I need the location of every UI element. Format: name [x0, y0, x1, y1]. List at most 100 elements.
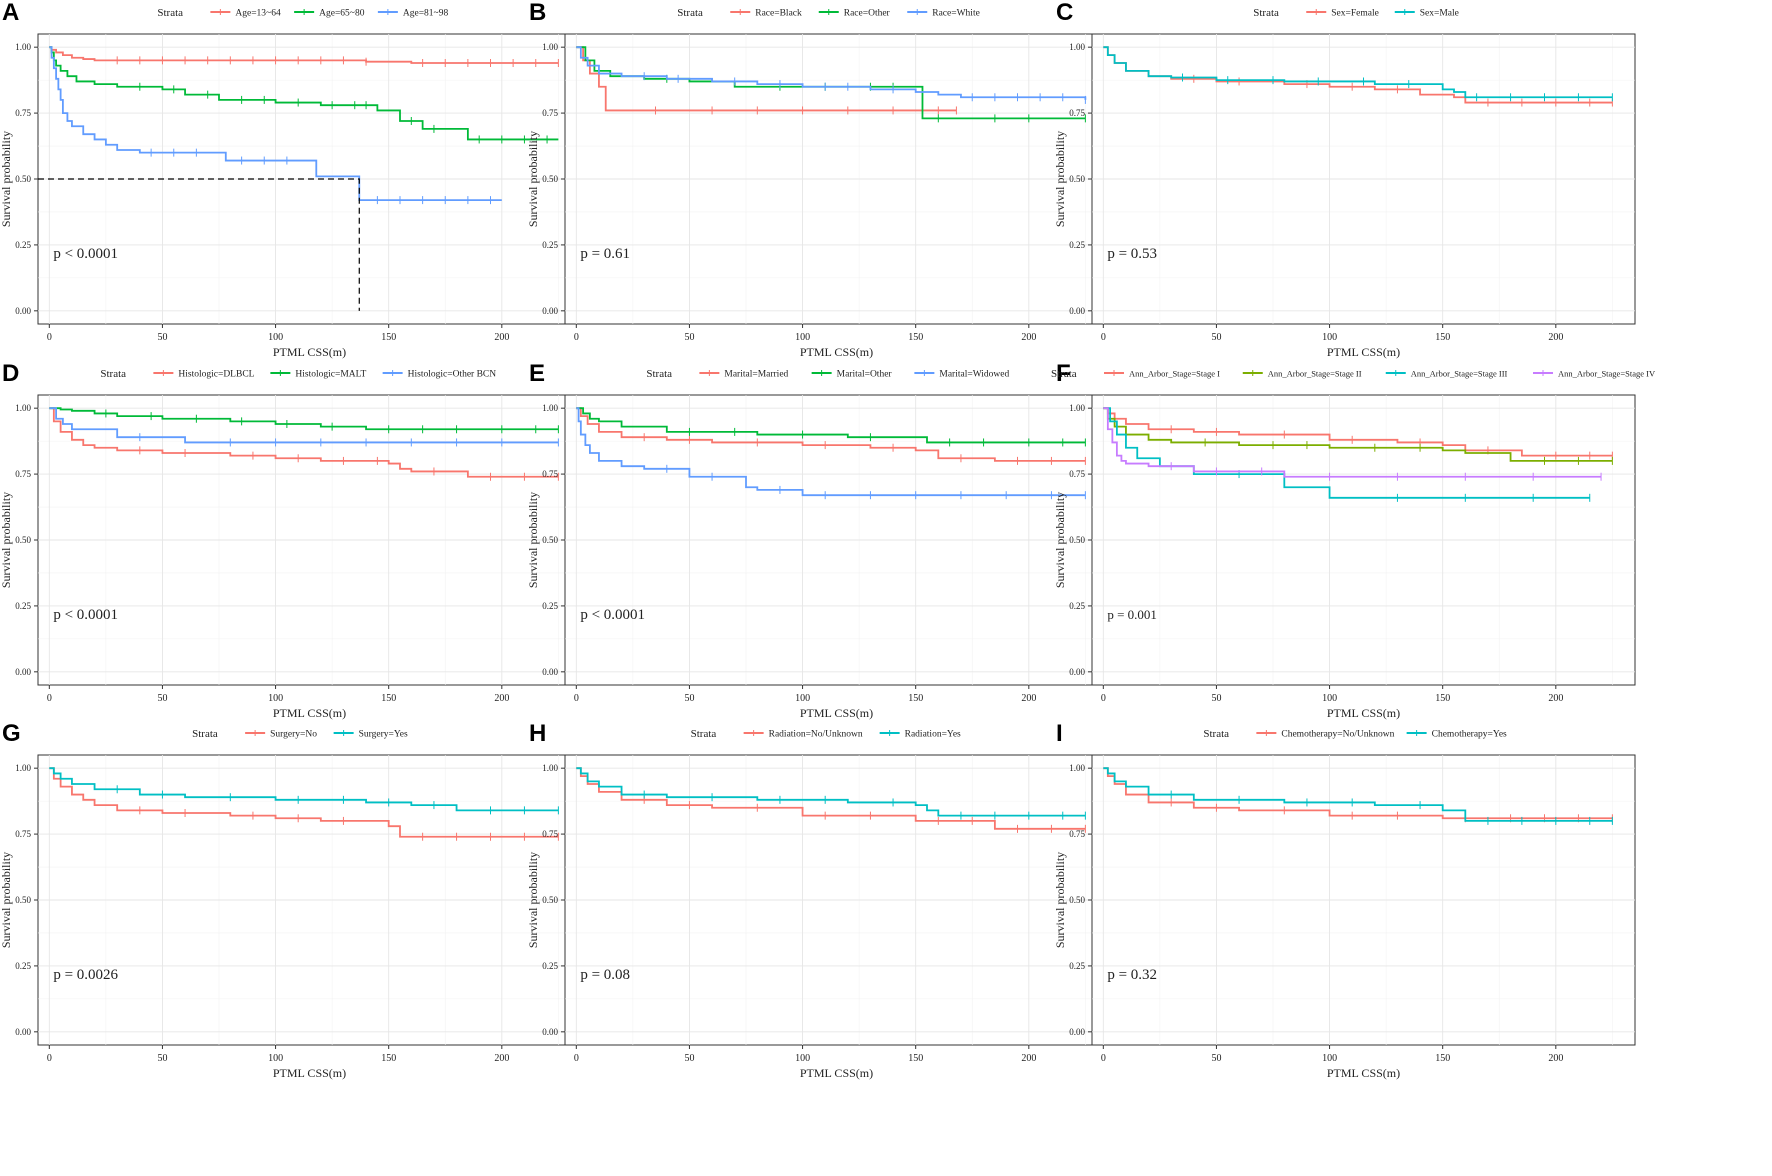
x-tick-label: 100	[795, 1053, 810, 1064]
y-tick-label: 0.75	[15, 829, 31, 839]
legend-label: Chemotherapy=No/Unknown	[1281, 730, 1394, 740]
x-tick-label: 50	[157, 693, 167, 704]
series-surgery-no	[49, 767, 559, 841]
legend-label: Surgery=No	[270, 730, 317, 740]
y-tick-label: 0.00	[1069, 1027, 1085, 1037]
x-tick-label: 100	[795, 693, 810, 704]
legend: Strata Ann_Arbor_Stage=Stage I Ann_Arbor_S…	[1051, 368, 1656, 380]
x-axis-title: PTML CSS(m)	[273, 1066, 346, 1080]
y-tick-label: 0.25	[15, 961, 31, 971]
y-tick-label: 1.00	[542, 763, 558, 773]
legend-label: Histologic=MALT	[295, 370, 366, 380]
survival-curve	[49, 46, 559, 64]
x-tick-label: 0	[574, 693, 579, 704]
x-tick-label: 200	[1548, 332, 1563, 343]
y-tick-label: 1.00	[15, 763, 31, 773]
legend-title: Strata	[691, 728, 717, 740]
survival-curve	[1103, 407, 1590, 499]
x-tick-label: 0	[47, 1053, 52, 1064]
legend-title: Strata	[677, 7, 703, 19]
series-radiation-yes	[576, 767, 1086, 820]
x-tick-label: 150	[908, 1053, 923, 1064]
survival-curve	[49, 407, 559, 444]
y-tick-label: 0.00	[1069, 667, 1085, 677]
panel-letter: I	[1056, 720, 1063, 747]
y-tick-label: 0.50	[542, 895, 558, 905]
legend-label: Surgery=Yes	[359, 730, 408, 740]
y-axis-title: Survival probability	[1053, 852, 1067, 948]
x-axis-title: PTML CSS(m)	[273, 345, 346, 359]
y-tick-label: 0.25	[1069, 961, 1085, 971]
x-tick-label: 50	[1211, 332, 1221, 343]
x-tick-label: 200	[1548, 693, 1563, 704]
panel-d: D 0 50 100 150 200 0.00 0.25 0.50 0.75 1.00 PTML CS…	[0, 360, 582, 720]
legend-label: Chemotherapy=Yes	[1432, 730, 1507, 740]
survival-curve	[1103, 46, 1613, 99]
y-tick-label: 1.00	[542, 42, 558, 52]
y-tick-label: 0.00	[542, 1027, 558, 1037]
series-chemotherapy-yes	[1103, 767, 1613, 825]
p-value: p < 0.0001	[580, 607, 645, 623]
panel-letter: D	[2, 360, 19, 387]
y-axis-title: Survival probability	[1053, 131, 1067, 227]
series-age-65-80	[49, 46, 559, 144]
gridlines	[38, 755, 581, 1045]
legend: Strata Chemotherapy=No/Unknown Chemotherap…	[1203, 728, 1507, 740]
legend-label: Radiation=Yes	[905, 730, 961, 740]
x-tick-label: 150	[381, 693, 396, 704]
legend-label: Histologic=Other BCN	[408, 370, 497, 380]
series-ann-arbor-stage-stage-iv	[1103, 407, 1602, 481]
x-axis-title: PTML CSS(m)	[1327, 1066, 1400, 1080]
legend-label: Age=81~98	[403, 9, 449, 19]
x-tick-label: 100	[1322, 693, 1337, 704]
legend-label: Race=Black	[755, 9, 802, 19]
x-tick-label: 100	[268, 693, 283, 704]
p-value: p = 0.53	[1107, 246, 1157, 262]
x-tick-label: 50	[157, 1053, 167, 1064]
legend-label: Marital=Other	[837, 370, 893, 380]
x-tick-label: 150	[908, 693, 923, 704]
x-tick-label: 0	[1101, 1053, 1106, 1064]
legend-title: Strata	[1203, 728, 1229, 740]
x-tick-label: 150	[381, 332, 396, 343]
panel-letter: G	[2, 720, 21, 747]
y-tick-label: 0.00	[1069, 306, 1085, 316]
legend-title: Strata	[646, 368, 672, 380]
y-tick-label: 1.00	[1069, 763, 1085, 773]
y-tick-label: 0.75	[542, 829, 558, 839]
y-axis-title: Survival probability	[526, 131, 540, 227]
series-histologic-dlbcl	[49, 407, 559, 481]
legend: Strata Marital=Married Marital=Other Marita…	[646, 368, 1009, 380]
y-tick-label: 0.00	[542, 306, 558, 316]
panel-letter: A	[2, 0, 19, 26]
x-tick-label: 50	[1211, 1053, 1221, 1064]
panel-g: G 0 50 100 150 200 0.00 0.25 0.50 0.75 1.00 PTML CS…	[0, 720, 582, 1080]
y-tick-label: 0.75	[542, 469, 558, 479]
y-tick-label: 0.50	[542, 174, 558, 184]
panel-letter: E	[529, 360, 545, 387]
legend-label: Sex=Female	[1331, 9, 1379, 19]
panel-b: B 0 50 100 150 200 0.00 0.25 0.50 0.75 1.00 PTML CS…	[526, 0, 1109, 359]
median-line	[38, 178, 360, 311]
y-axis-title: Survival probability	[526, 492, 540, 588]
x-tick-label: 200	[1021, 693, 1036, 704]
legend-label: Ann_Arbor_Stage=Stage III	[1411, 369, 1508, 379]
y-tick-label: 0.25	[1069, 240, 1085, 250]
legend-label: Ann_Arbor_Stage=Stage I	[1129, 369, 1220, 379]
y-tick-label: 0.75	[1069, 108, 1085, 118]
gridlines	[1092, 395, 1635, 685]
legend: Strata Sex=Female Sex=Male	[1253, 7, 1459, 19]
panel-e: E 0 50 100 150 200 0.00 0.25 0.50 0.75 1.00 PTML CS…	[526, 360, 1109, 720]
series-marital-widowed	[576, 407, 1086, 500]
y-tick-label: 0.50	[542, 535, 558, 545]
series-surgery-yes	[49, 767, 559, 815]
legend-label: Age=13~64	[235, 9, 281, 19]
survival-curve	[49, 407, 559, 431]
y-axis-title: Survival probability	[0, 131, 13, 227]
x-tick-label: 50	[684, 332, 694, 343]
y-tick-label: 1.00	[15, 403, 31, 413]
y-tick-label: 0.25	[15, 601, 31, 611]
x-tick-label: 0	[574, 332, 579, 343]
p-value: p < 0.0001	[53, 246, 118, 262]
